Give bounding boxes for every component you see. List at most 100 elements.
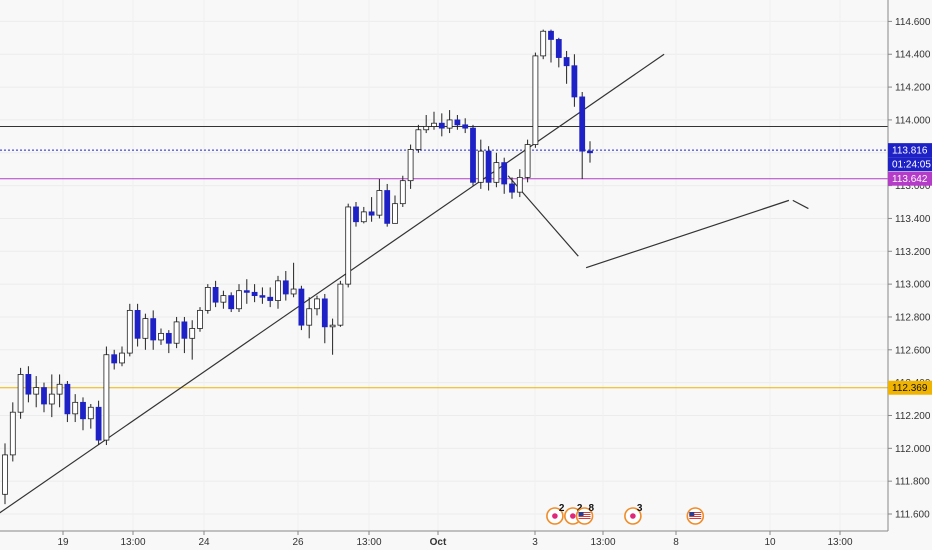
price-tick-label: 114.400: [895, 50, 931, 61]
candle-body: [314, 298, 320, 310]
price-tick-label: 112.600: [895, 345, 931, 356]
candle-body: [477, 150, 484, 183]
event-count: 2: [559, 503, 565, 514]
candle-body: [532, 55, 539, 145]
candle-body: [524, 144, 531, 178]
event-count: 3: [637, 503, 643, 514]
jp-flag-icon: [552, 513, 558, 519]
price-axis-background[interactable]: [888, 0, 932, 531]
time-tick-label: 13:00: [827, 537, 852, 548]
candle-body: [181, 321, 188, 339]
candle-body: [384, 190, 391, 224]
jp-flag-icon: [570, 513, 576, 519]
candle-body: [228, 295, 235, 310]
event-marker[interactable]: 2: [546, 503, 565, 525]
price-tick-label: 114.200: [895, 83, 931, 94]
candle-body: [25, 374, 32, 395]
candle-body: [306, 308, 313, 326]
candle-body: [360, 211, 367, 223]
event-marker[interactable]: 8: [575, 503, 595, 525]
candle-body: [87, 406, 94, 420]
candle-body: [423, 126, 430, 131]
price-tick-label: 114.000: [895, 115, 931, 126]
time-axis-background[interactable]: [0, 531, 888, 550]
candle-body: [298, 288, 305, 326]
time-tick-label: 26: [292, 537, 304, 548]
candle-body: [282, 280, 289, 295]
price-tick-label: 113.600: [895, 181, 931, 192]
candle-body: [275, 280, 281, 301]
candle-body: [290, 288, 297, 295]
candlestick-series: [2, 29, 593, 505]
event-count: 2: [577, 503, 583, 514]
candle-body: [353, 206, 359, 223]
candle-body: [126, 309, 133, 354]
candle-body: [501, 162, 508, 185]
candle-body: [9, 411, 16, 456]
event-marker[interactable]: 3: [624, 503, 643, 525]
candle-body: [321, 298, 328, 328]
flag-stripe: [578, 512, 591, 513]
candle-body: [571, 65, 578, 98]
candle-body: [103, 354, 110, 441]
candle-body: [454, 119, 461, 126]
event-marker[interactable]: [686, 507, 705, 525]
bar-countdown-label: 01:24:05: [892, 160, 931, 171]
candle-body: [337, 283, 344, 326]
price-tick-label: 112.000: [895, 444, 931, 455]
time-axis[interactable]: 19 13:00 24 26 13:00 Oct 3 13:00 8 10 13:00: [57, 531, 853, 548]
flag-stripe: [689, 518, 702, 519]
price-tick-label: 111.600: [895, 510, 930, 521]
candle-body: [111, 354, 118, 364]
candle-body: [56, 383, 63, 395]
candle-body: [579, 96, 586, 152]
flag-stripe: [689, 516, 702, 517]
candle-body: [204, 287, 211, 311]
candle-body: [197, 309, 203, 329]
candle-body: [462, 124, 469, 129]
time-tick-label: 24: [198, 537, 210, 548]
candle-body: [72, 401, 79, 415]
candle-body: [33, 387, 40, 395]
price-tag-label: 112.369: [892, 383, 928, 394]
price-axis[interactable]: 111.600111.800112.000112.200112.400112.6…: [888, 17, 931, 521]
flag-stripe: [689, 512, 702, 513]
time-tick-label: 10: [764, 537, 776, 548]
price-tick-label: 113.000: [895, 280, 931, 291]
time-tick-label: 13:00: [590, 537, 615, 548]
candle-body: [259, 295, 266, 298]
trendline[interactable]: [585, 199, 790, 269]
flag-canton: [578, 512, 584, 516]
candle-body: [142, 318, 149, 339]
candle-body: [48, 393, 55, 405]
countdown-tag: [888, 157, 932, 172]
candle-body: [2, 454, 8, 495]
candle-body: [368, 211, 375, 216]
candle-body: [329, 324, 336, 328]
time-tick-label: 13:00: [120, 537, 145, 548]
candle-body: [80, 401, 86, 420]
price-tag-label: 113.816: [892, 146, 928, 157]
candle-body: [95, 406, 102, 441]
candle-body: [540, 30, 547, 57]
price-tag: [888, 380, 932, 395]
price-tick-label: 113.200: [895, 247, 931, 258]
candle-body: [64, 383, 71, 415]
candle-body: [555, 39, 562, 58]
trendline[interactable]: [792, 199, 809, 210]
candle-body: [220, 295, 227, 303]
event-count: 8: [589, 503, 595, 514]
price-tick-label: 113.400: [895, 214, 931, 225]
time-tick-label: 13:00: [356, 537, 381, 548]
candle-body: [415, 129, 422, 150]
candle-body: [509, 183, 515, 193]
candle-body: [407, 149, 414, 182]
time-tick-label: 8: [673, 537, 679, 548]
price-tick-label: 112.200: [895, 411, 931, 422]
candle-body: [446, 119, 453, 129]
flag-stripe: [578, 516, 591, 517]
candle-body: [399, 180, 406, 205]
time-tick-label: 19: [57, 537, 69, 548]
